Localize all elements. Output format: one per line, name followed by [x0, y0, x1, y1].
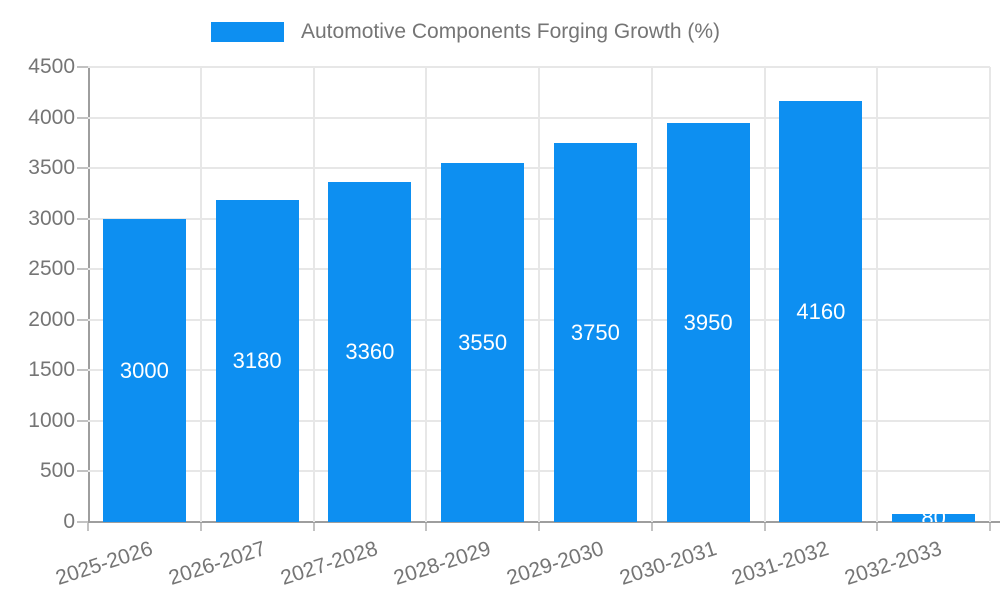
y-axis-tick	[77, 66, 88, 68]
x-axis-tick	[425, 523, 428, 531]
bar-value-label: 3550	[458, 329, 508, 355]
y-tick-label: 2000	[28, 307, 75, 331]
bar-value-label: 80	[921, 514, 945, 522]
y-tick-label: 4000	[28, 105, 75, 129]
y-axis-tick	[77, 268, 88, 271]
bar-value-label: 3950	[683, 309, 733, 335]
y-axis-tick	[77, 521, 88, 523]
x-gridline	[876, 67, 879, 522]
x-axis-tick	[312, 523, 315, 531]
y-tick-label: 3500	[28, 156, 75, 180]
legend-label: Automotive Components Forging Growth (%)	[301, 20, 721, 43]
x-tick-label: 2027-2028	[278, 537, 381, 590]
y-axis-tick	[77, 167, 88, 170]
bar: 3180	[215, 200, 299, 522]
x-tick-label: 2029-2030	[503, 537, 607, 590]
plot-area: 3000 3180 3360 3550 3750 3950 4160 80	[88, 66, 991, 522]
bar-value-label: 3750	[570, 319, 620, 345]
x-gridline	[199, 67, 202, 522]
x-axis-tick	[989, 523, 991, 531]
x-tick-label: 2031-2032	[729, 537, 832, 590]
y-axis-tick	[77, 419, 88, 422]
y-tick-label: 1000	[28, 408, 75, 432]
x-gridline	[650, 67, 653, 522]
x-gridline	[989, 67, 991, 522]
x-tick-label: 2025-2026	[52, 537, 156, 590]
x-tick-label: 2032-2033	[842, 537, 945, 590]
y-axis-tick	[77, 369, 88, 372]
x-tick-label: 2026-2027	[165, 537, 269, 590]
bar-value-label: 3360	[345, 339, 395, 364]
bar-value-label: 3000	[119, 357, 169, 383]
y-tick-label: 500	[39, 459, 75, 483]
y-tick-label: 3000	[28, 206, 75, 230]
x-tick-label: 2028-2029	[391, 537, 494, 590]
x-axis-tick	[876, 523, 879, 531]
y-axis-line	[88, 67, 90, 522]
bar: 4160	[779, 101, 863, 522]
y-tick-label: 4500	[28, 55, 75, 78]
x-gridline	[312, 67, 315, 522]
bar: 80	[892, 514, 976, 522]
bar: 3000	[102, 219, 186, 522]
y-tick-label: 2500	[28, 257, 75, 281]
y-axis-tick	[77, 116, 88, 119]
bar: 3550	[441, 163, 525, 522]
x-gridline	[538, 67, 540, 522]
y-axis-tick	[77, 217, 88, 220]
x-axis-tick	[538, 523, 540, 531]
x-axis-tick	[763, 523, 766, 531]
x-tick-label: 2030-2031	[616, 537, 720, 590]
bar-value-label: 3180	[232, 348, 282, 373]
y-axis-tick	[77, 470, 88, 473]
x-axis-line	[88, 521, 1000, 523]
x-gridline	[763, 67, 766, 522]
y-tick-label: 1500	[28, 358, 75, 382]
bar: 3360	[328, 182, 412, 522]
x-axis-tick	[87, 523, 89, 531]
x-gridline	[425, 67, 428, 522]
bar: 3950	[666, 123, 750, 522]
bar-value-label: 4160	[796, 298, 846, 324]
y-tick-label: 0	[63, 510, 75, 533]
x-axis-tick	[199, 523, 202, 531]
bar: 3750	[553, 143, 637, 522]
x-axis-tick	[650, 523, 653, 531]
legend-swatch	[211, 22, 284, 42]
legend: Automotive Components Forging Growth (%)	[0, 0, 1000, 56]
y-axis-tick	[77, 318, 88, 321]
